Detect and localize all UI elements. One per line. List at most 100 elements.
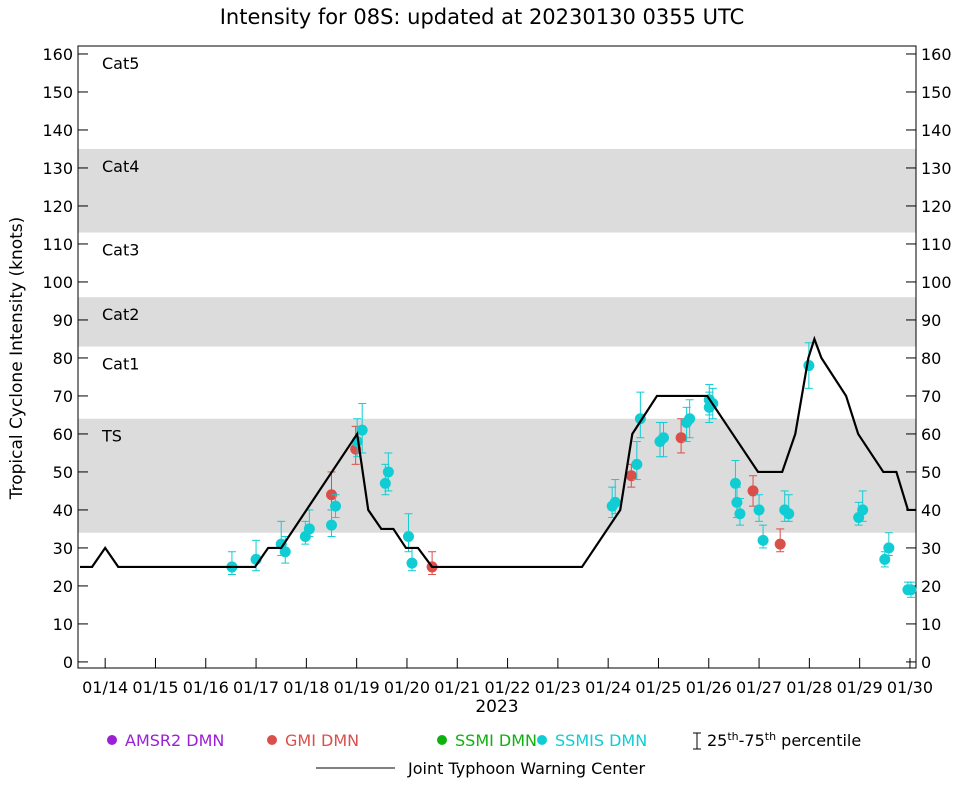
x-tick-label: 01/19 bbox=[334, 678, 380, 697]
legend-label-part: 25 bbox=[707, 731, 727, 750]
plot-frame bbox=[77, 45, 917, 669]
data-point bbox=[326, 519, 338, 531]
y-tick-label: 10 bbox=[53, 615, 73, 634]
band-label: Cat2 bbox=[102, 305, 139, 324]
legend-label-part: percentile bbox=[776, 731, 861, 750]
data-point bbox=[330, 500, 342, 512]
x-axis-label: 2023 bbox=[475, 697, 518, 717]
data-point bbox=[631, 458, 643, 470]
y-tick-label: 90 bbox=[53, 311, 73, 330]
y-tick-label: 0 bbox=[63, 653, 73, 672]
category-band bbox=[78, 418, 916, 533]
legend-label: GMI DMN bbox=[285, 731, 359, 750]
data-point bbox=[657, 432, 669, 444]
x-tick-label: 01/22 bbox=[485, 678, 531, 697]
data-point bbox=[757, 534, 769, 546]
legend-marker bbox=[107, 735, 117, 745]
data-point bbox=[625, 470, 637, 482]
x-tick-label: 01/30 bbox=[887, 678, 933, 697]
legend-label-part: th bbox=[727, 730, 738, 743]
data-point bbox=[774, 538, 786, 550]
y2-tick-label: 120 bbox=[921, 197, 952, 216]
data-point bbox=[326, 489, 338, 501]
data-point bbox=[729, 477, 741, 489]
data-point bbox=[379, 477, 391, 489]
x-tick-label: 01/15 bbox=[132, 678, 178, 697]
x-tick-label: 01/27 bbox=[736, 678, 782, 697]
band-label: Cat1 bbox=[102, 355, 139, 374]
data-point bbox=[747, 485, 759, 497]
data-point bbox=[857, 504, 869, 516]
x-tick-label: 01/14 bbox=[82, 678, 128, 697]
y2-tick-label: 90 bbox=[921, 311, 941, 330]
band-label: Cat3 bbox=[102, 241, 139, 260]
legend-label: SSMIS DMN bbox=[555, 731, 647, 750]
data-point bbox=[803, 360, 815, 372]
data-point bbox=[905, 584, 917, 596]
x-tick-label: 01/23 bbox=[535, 678, 581, 697]
jtwc-line bbox=[80, 335, 916, 569]
legend-label: 25th-75th percentile bbox=[707, 730, 861, 750]
legend-marker bbox=[437, 735, 447, 745]
y-tick-label: 80 bbox=[53, 349, 73, 368]
category-band bbox=[78, 148, 916, 233]
y2-tick-label: 100 bbox=[921, 273, 952, 292]
data-point bbox=[279, 546, 291, 558]
band-label: TS bbox=[101, 427, 122, 446]
x-tick-label: 01/25 bbox=[635, 678, 681, 697]
y2-tick-label: 60 bbox=[921, 425, 941, 444]
y-tick-label: 150 bbox=[42, 83, 73, 102]
y-tick-label: 70 bbox=[53, 387, 73, 406]
category-band bbox=[78, 297, 916, 347]
y-axis-label: Tropical Cyclone Intensity (knots) bbox=[7, 217, 27, 501]
y2-tick-label: 40 bbox=[921, 501, 941, 520]
data-point bbox=[684, 413, 696, 425]
y2-tick-label: 160 bbox=[921, 45, 952, 64]
x-tick-label: 01/28 bbox=[786, 678, 832, 697]
x-tick-label: 01/18 bbox=[283, 678, 329, 697]
x-tick-label: 01/29 bbox=[837, 678, 883, 697]
y2-tick-label: 140 bbox=[921, 121, 952, 140]
y-tick-label: 120 bbox=[42, 197, 73, 216]
y-tick-label: 130 bbox=[42, 159, 73, 178]
y-tick-label: 20 bbox=[53, 577, 73, 596]
data-point bbox=[675, 432, 687, 444]
y-tick-label: 30 bbox=[53, 539, 73, 558]
data-point bbox=[402, 531, 414, 543]
chart-title: Intensity for 08S: updated at 20230130 0… bbox=[220, 5, 745, 29]
y2-tick-label: 150 bbox=[921, 83, 952, 102]
legend-label: Joint Typhoon Warning Center bbox=[407, 759, 645, 778]
y2-tick-label: 70 bbox=[921, 387, 941, 406]
legend-label-part: -75 bbox=[739, 731, 765, 750]
y2-tick-label: 20 bbox=[921, 577, 941, 596]
band-label: Cat5 bbox=[102, 54, 139, 73]
y2-tick-label: 50 bbox=[921, 463, 941, 482]
y2-tick-label: 80 bbox=[921, 349, 941, 368]
y-tick-label: 50 bbox=[53, 463, 73, 482]
data-point bbox=[382, 466, 394, 478]
data-point bbox=[406, 557, 418, 569]
data-point bbox=[879, 553, 891, 565]
x-tick-label: 01/24 bbox=[585, 678, 631, 697]
data-point bbox=[883, 542, 895, 554]
y-tick-label: 40 bbox=[53, 501, 73, 520]
legend-marker bbox=[537, 735, 547, 745]
y2-tick-label: 0 bbox=[921, 653, 931, 672]
y2-tick-label: 30 bbox=[921, 539, 941, 558]
y-tick-label: 100 bbox=[42, 273, 73, 292]
y2-tick-label: 130 bbox=[921, 159, 952, 178]
data-point bbox=[753, 504, 765, 516]
data-point bbox=[356, 424, 368, 436]
legend-marker bbox=[267, 735, 277, 745]
data-point bbox=[303, 523, 315, 535]
y-tick-label: 110 bbox=[42, 235, 73, 254]
x-tick-label: 01/26 bbox=[686, 678, 732, 697]
legend-label: SSMI DMN bbox=[455, 731, 537, 750]
data-point bbox=[609, 496, 621, 508]
band-label: Cat4 bbox=[102, 157, 139, 176]
y-tick-label: 60 bbox=[53, 425, 73, 444]
legend-label-part: th bbox=[765, 730, 776, 743]
data-point bbox=[734, 508, 746, 520]
